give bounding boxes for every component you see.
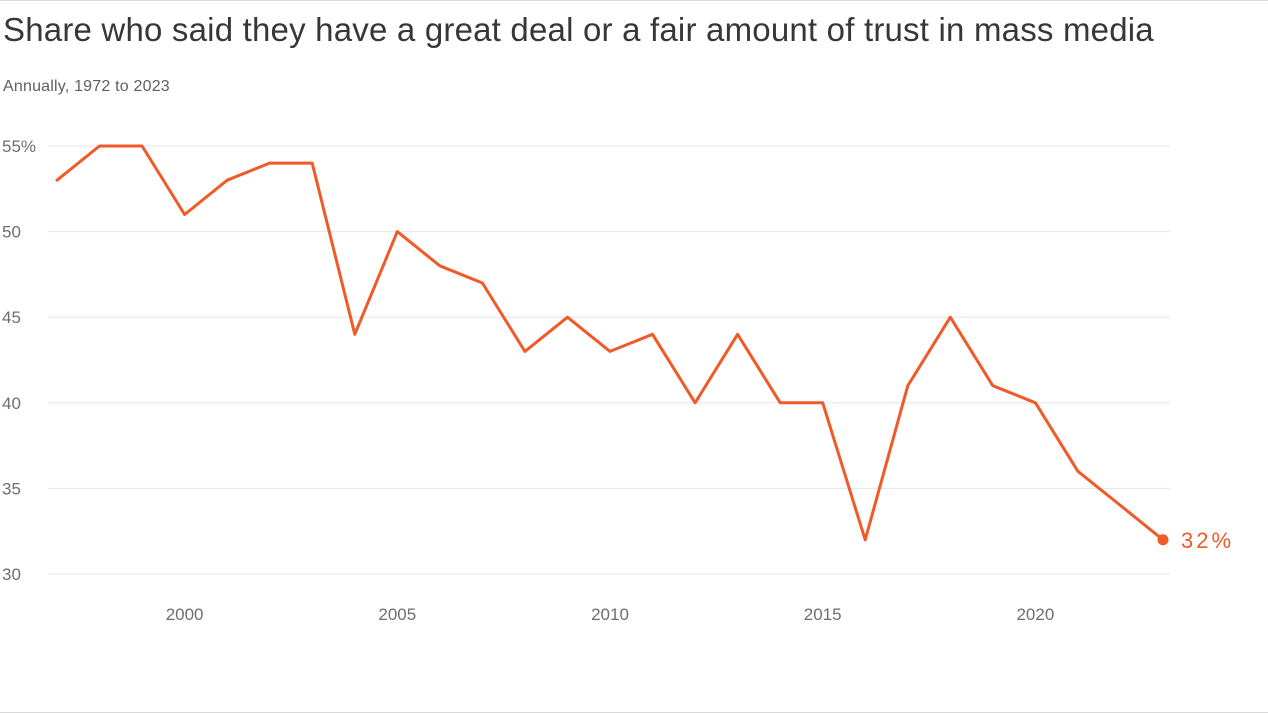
x-tick-label: 2000 xyxy=(166,605,204,624)
x-tick-label: 2005 xyxy=(378,605,416,624)
x-tick-label: 2010 xyxy=(591,605,629,624)
end-value-label: 32% xyxy=(1181,528,1234,553)
x-tick-label: 2020 xyxy=(1016,605,1054,624)
y-tick-label: 30 xyxy=(2,565,21,584)
gridlines xyxy=(48,145,1170,575)
y-tick-label: 45 xyxy=(2,308,21,327)
y-tick-label: 55% xyxy=(2,137,36,156)
line-chart: 30 35 40 45 50 55% 2000 2005 2010 2015 2020 32% xyxy=(0,100,1268,660)
line-chart-canvas: 30 35 40 45 50 55% 2000 2005 2010 2015 2020 32% xyxy=(2,137,1234,624)
trend-line xyxy=(55,144,1165,542)
y-tick-label: 50 xyxy=(2,222,21,241)
y-tick-label: 35 xyxy=(2,479,21,498)
chart-title: Share who said they have a great deal or… xyxy=(3,11,1154,48)
end-point-dot xyxy=(1157,534,1169,546)
y-tick-label: 40 xyxy=(2,394,21,413)
x-axis-labels: 2000 2005 2010 2015 2020 xyxy=(166,605,1055,624)
x-tick-label: 2015 xyxy=(804,605,842,624)
chart-subtitle: Annually, 1972 to 2023 xyxy=(3,77,170,95)
y-axis-labels: 30 35 40 45 50 55% xyxy=(2,137,36,584)
